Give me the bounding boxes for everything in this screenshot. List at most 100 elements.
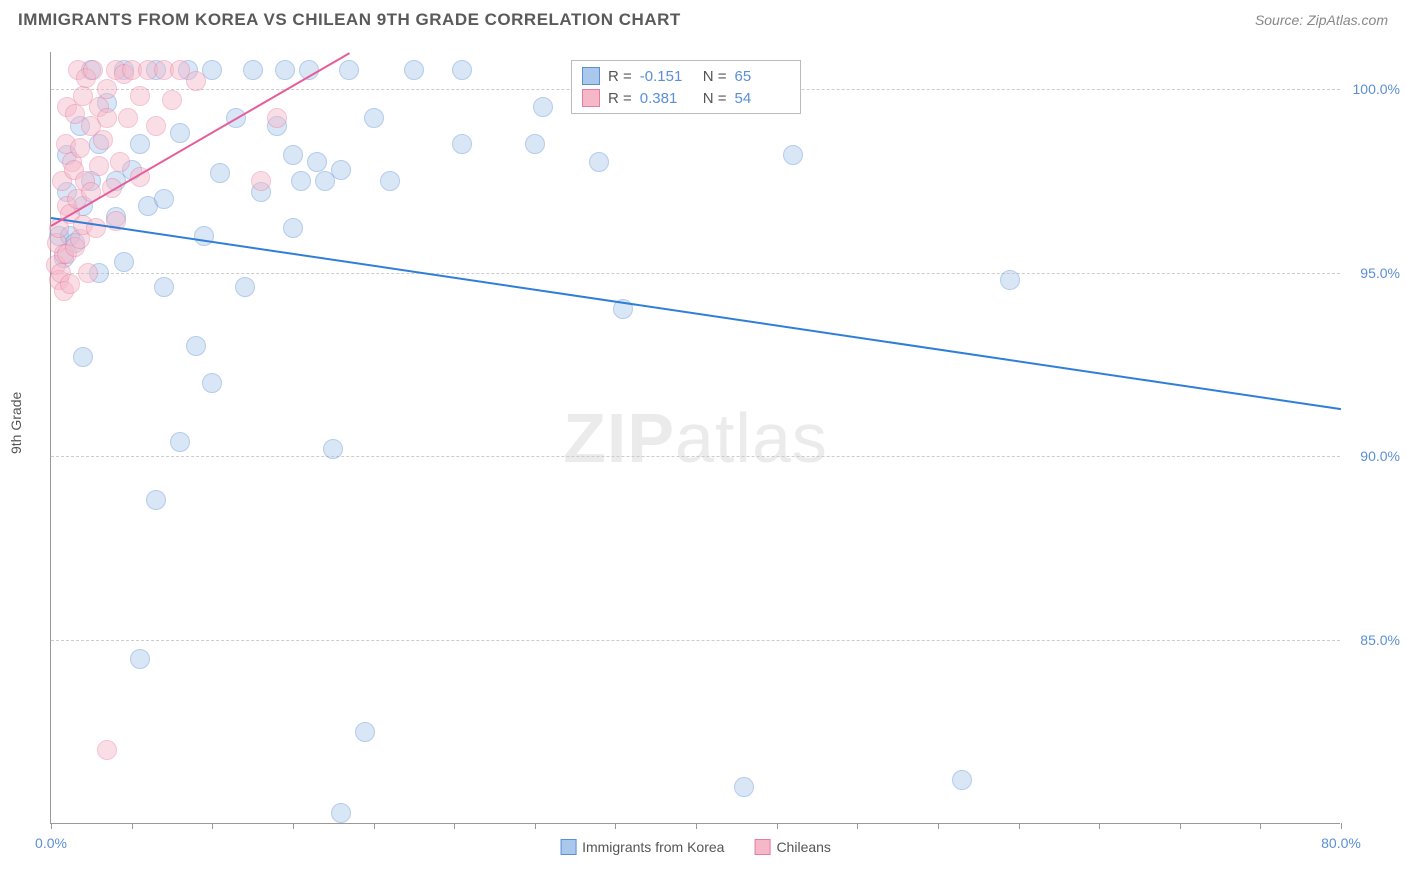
- n-label: N =: [703, 68, 727, 85]
- x-tick: [535, 823, 536, 829]
- x-tick-label: 0.0%: [35, 835, 67, 851]
- r-label: R =: [608, 90, 632, 107]
- series-swatch: [582, 89, 600, 107]
- data-point: [734, 777, 754, 797]
- data-point: [114, 252, 134, 272]
- data-point: [83, 60, 103, 80]
- y-tick-label: 95.0%: [1345, 265, 1400, 281]
- n-value: 54: [735, 90, 790, 107]
- legend-item: Immigrants from Korea: [560, 839, 724, 855]
- data-point: [404, 60, 424, 80]
- data-point: [283, 145, 303, 165]
- x-tick: [1099, 823, 1100, 829]
- data-point: [130, 134, 150, 154]
- data-point: [339, 60, 359, 80]
- stats-row: R = -0.151 N = 65: [582, 65, 790, 87]
- gridline: [51, 273, 1340, 274]
- x-tick: [938, 823, 939, 829]
- data-point: [1000, 270, 1020, 290]
- y-tick-label: 85.0%: [1345, 632, 1400, 648]
- stats-row: R = 0.381 N = 54: [582, 87, 790, 109]
- data-point: [162, 90, 182, 110]
- r-value: -0.151: [640, 68, 695, 85]
- series-swatch: [582, 67, 600, 85]
- data-point: [186, 71, 206, 91]
- data-point: [331, 160, 351, 180]
- data-point: [186, 336, 206, 356]
- data-point: [235, 277, 255, 297]
- trend-line: [51, 217, 1341, 410]
- n-label: N =: [703, 90, 727, 107]
- data-point: [86, 218, 106, 238]
- y-tick-label: 90.0%: [1345, 448, 1400, 464]
- r-label: R =: [608, 68, 632, 85]
- x-tick: [1180, 823, 1181, 829]
- stats-box: R = -0.151 N = 65 R = 0.381 N = 54: [571, 60, 801, 114]
- data-point: [60, 274, 80, 294]
- legend-swatch: [560, 839, 576, 855]
- data-point: [251, 171, 271, 191]
- x-tick: [293, 823, 294, 829]
- gridline: [51, 640, 1340, 641]
- r-value: 0.381: [640, 90, 695, 107]
- data-point: [323, 439, 343, 459]
- data-point: [97, 740, 117, 760]
- data-point: [275, 60, 295, 80]
- x-tick: [1019, 823, 1020, 829]
- data-point: [73, 347, 93, 367]
- data-point: [210, 163, 230, 183]
- x-tick: [615, 823, 616, 829]
- data-point: [533, 97, 553, 117]
- legend-bottom: Immigrants from Korea Chileans: [560, 839, 831, 855]
- x-tick: [454, 823, 455, 829]
- data-point: [118, 108, 138, 128]
- data-point: [380, 171, 400, 191]
- data-point: [89, 156, 109, 176]
- y-axis-title: 9th Grade: [8, 392, 24, 454]
- data-point: [93, 130, 113, 150]
- data-point: [355, 722, 375, 742]
- source-credit: Source: ZipAtlas.com: [1255, 12, 1388, 28]
- legend-label: Chileans: [776, 839, 830, 855]
- x-tick: [212, 823, 213, 829]
- data-point: [589, 152, 609, 172]
- data-point: [243, 60, 263, 80]
- data-point: [364, 108, 384, 128]
- x-tick: [51, 823, 52, 829]
- data-point: [202, 373, 222, 393]
- data-point: [110, 152, 130, 172]
- data-point: [130, 86, 150, 106]
- data-point: [283, 218, 303, 238]
- data-point: [78, 263, 98, 283]
- legend-item: Chileans: [754, 839, 830, 855]
- n-value: 65: [735, 68, 790, 85]
- x-tick: [132, 823, 133, 829]
- data-point: [267, 108, 287, 128]
- data-point: [154, 277, 174, 297]
- data-point: [146, 116, 166, 136]
- data-point: [307, 152, 327, 172]
- x-tick: [1260, 823, 1261, 829]
- data-point: [291, 171, 311, 191]
- data-point: [525, 134, 545, 154]
- y-tick-label: 100.0%: [1345, 81, 1400, 97]
- data-point: [70, 138, 90, 158]
- x-tick-label: 80.0%: [1321, 835, 1361, 851]
- chart-title: IMMIGRANTS FROM KOREA VS CHILEAN 9TH GRA…: [18, 10, 681, 30]
- watermark: ZIPatlas: [563, 398, 828, 478]
- data-point: [130, 649, 150, 669]
- x-tick: [857, 823, 858, 829]
- x-tick: [1341, 823, 1342, 829]
- data-point: [952, 770, 972, 790]
- x-tick: [374, 823, 375, 829]
- legend-label: Immigrants from Korea: [582, 839, 724, 855]
- legend-swatch: [754, 839, 770, 855]
- data-point: [97, 108, 117, 128]
- data-point: [452, 134, 472, 154]
- data-point: [170, 432, 190, 452]
- gridline: [51, 456, 1340, 457]
- x-tick: [777, 823, 778, 829]
- data-point: [331, 803, 351, 823]
- data-point: [97, 79, 117, 99]
- data-point: [154, 189, 174, 209]
